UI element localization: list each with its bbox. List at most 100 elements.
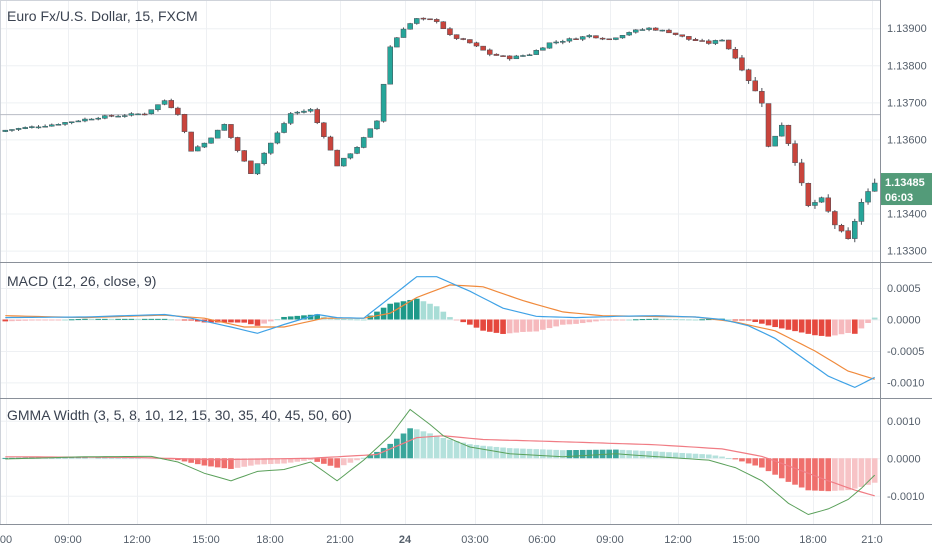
candle-body [772, 135, 778, 147]
gmma-histogram-bar [818, 458, 825, 491]
candle-body [433, 19, 440, 22]
macd-histogram-bar [686, 319, 692, 321]
price-panel[interactable] [0, 17, 880, 243]
macd-histogram-bar [261, 319, 267, 324]
candle-body [599, 37, 606, 40]
macd-histogram-bar [520, 319, 526, 332]
macd-histogram-bar [175, 319, 181, 321]
gmma-histogram-bar [865, 458, 871, 485]
macd-histogram-bar [500, 319, 506, 334]
macd-histogram-bar [467, 319, 473, 325]
gmma-histogram-bar [686, 453, 692, 459]
macd-histogram-bar [433, 306, 440, 320]
candle-body [500, 55, 506, 57]
gmma-histogram-bar [360, 457, 367, 459]
macd-histogram-bar [818, 319, 825, 336]
candle-body [818, 197, 825, 203]
candle-body [646, 27, 652, 30]
gmma-histogram-bar [632, 450, 639, 459]
gmma-histogram-bar [394, 438, 400, 459]
macd-histogram-bar [287, 316, 294, 320]
candle-body [374, 120, 380, 130]
gmma-panel[interactable] [2, 408, 878, 516]
candle-body [712, 40, 719, 44]
macd-histogram-bar [732, 319, 739, 321]
gmma-histogram-bar [752, 458, 759, 466]
gmma-histogram-bar [705, 454, 712, 459]
candle-body [394, 37, 400, 48]
gmma-histogram-bar [274, 458, 281, 464]
candle-body [102, 115, 108, 119]
candle-body [652, 27, 659, 31]
candle-body [606, 38, 612, 41]
x-tick-label: 09:00 [54, 534, 82, 546]
macd-histogram-bar [48, 319, 55, 321]
candle-body [586, 35, 593, 38]
candle-body [759, 91, 765, 104]
candle-body [314, 109, 320, 123]
signal-line [5, 284, 875, 380]
macd-histogram-bar [194, 319, 201, 322]
macd-histogram-bar [55, 319, 62, 321]
gmma-histogram-bar [194, 458, 201, 465]
gmma-histogram-bar [380, 447, 387, 459]
macd-histogram-bar [248, 319, 254, 325]
macd-histogram-bar [480, 319, 486, 331]
candle-body [254, 163, 261, 175]
candle-body [115, 115, 121, 118]
macd-panel[interactable] [2, 276, 878, 389]
gmma-histogram-bar [579, 449, 586, 459]
macd-histogram-bar [161, 318, 168, 320]
gmma-histogram-bar [467, 444, 473, 459]
candle-body [679, 34, 685, 37]
candle-body [666, 29, 672, 34]
macd-histogram-bar [447, 317, 453, 320]
last-price-tag: 1.13485 06:03 [881, 173, 932, 206]
last-price-label: 1.13485 [885, 177, 925, 189]
gmma-histogram-bar [520, 448, 526, 459]
macd-histogram-bar [254, 319, 261, 326]
gmma-histogram-bar [526, 448, 533, 459]
candle-body [407, 23, 413, 30]
gmma-histogram-bar [400, 433, 407, 459]
gmma-histogram-bar [473, 444, 480, 459]
candle-body [765, 103, 772, 147]
candle-body [35, 126, 42, 129]
macd-histogram-bar [659, 318, 666, 320]
candle-body [858, 202, 865, 222]
gmma-histogram-bar [792, 458, 798, 485]
gmma-histogram-bar [652, 451, 659, 459]
macd-histogram-bar [493, 319, 500, 333]
y-tick-label: 0.0000 [887, 453, 921, 465]
x-tick-label: 24 [399, 534, 412, 546]
macd-histogram-bar [354, 319, 360, 321]
gmma-histogram-bar [845, 458, 851, 491]
gmma-histogram-bar [832, 458, 838, 491]
gmma-width-line [5, 408, 876, 516]
gmma-histogram-bar [566, 450, 573, 459]
macd-histogram-bar [533, 319, 540, 332]
macd-histogram-bar [334, 318, 340, 320]
macd-histogram-bar [599, 319, 606, 321]
gmma-width-title: GMMA Width (3, 5, 8, 10, 12, 15, 30, 35,… [7, 407, 352, 423]
candle-body [460, 38, 466, 40]
candle-body [487, 49, 493, 55]
y-tick-label: 1.13700 [887, 97, 927, 109]
gmma-histogram-bar [68, 457, 75, 459]
x-tick-label: 12:00 [664, 534, 692, 546]
macd-histogram-bar [121, 318, 128, 320]
candle-body [706, 40, 712, 44]
candle-body [626, 32, 632, 36]
candle-body [327, 136, 334, 151]
macd-histogram-bar [360, 319, 367, 321]
gmma-histogram-bar [327, 458, 334, 466]
candle-body [29, 126, 35, 128]
candle-body [414, 18, 420, 24]
candle-body [447, 28, 453, 35]
gmma-histogram-bar [267, 458, 274, 465]
macd-histogram-bar [573, 319, 579, 324]
countdown-label: 06:03 [885, 192, 913, 204]
gmma-histogram-bar [447, 439, 453, 459]
macd-histogram-bar [679, 319, 686, 321]
